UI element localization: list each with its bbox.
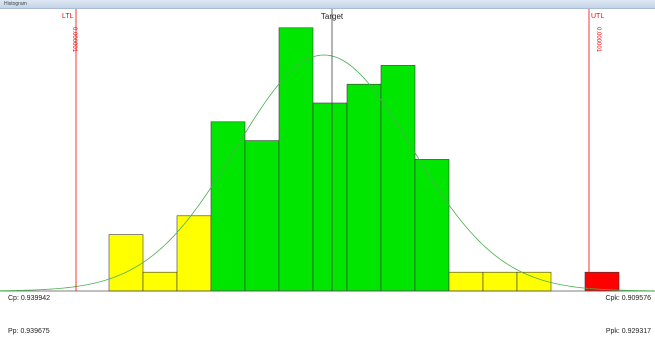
histogram-chart: LTL UTL Target 0.000001 0.000001 <box>0 9 655 292</box>
histogram-bar <box>312 102 348 292</box>
histogram-bar <box>346 83 382 292</box>
pp-value: Pp: 0.939675 <box>8 328 50 335</box>
histogram-bar <box>448 271 484 292</box>
histogram-bar <box>176 215 212 292</box>
histogram-bar <box>244 140 280 292</box>
histogram-bar <box>380 65 416 292</box>
ltl-value: 0.000001 <box>71 27 77 53</box>
histogram-bar <box>278 27 314 292</box>
histogram-bar <box>414 159 450 292</box>
cpk-value: Cpk: 0.909576 <box>605 295 651 302</box>
utl-label: UTL <box>591 13 604 20</box>
ppk-value: Ppk: 0.929317 <box>605 328 651 335</box>
window-title: Histogram <box>4 1 27 7</box>
target-label: Target <box>321 12 344 21</box>
normal-curve <box>0 54 655 292</box>
utl-value: 0.000001 <box>595 27 601 53</box>
histogram-bar <box>516 271 552 292</box>
histogram-bar <box>210 121 246 292</box>
ltl-label: LTL <box>62 13 74 20</box>
histogram-bar <box>482 271 518 292</box>
cp-value: Cp: 0.939942 <box>8 295 51 302</box>
window-titlebar[interactable]: Histogram <box>0 0 655 9</box>
histogram-bar <box>142 271 178 292</box>
histogram-bar <box>108 234 144 292</box>
